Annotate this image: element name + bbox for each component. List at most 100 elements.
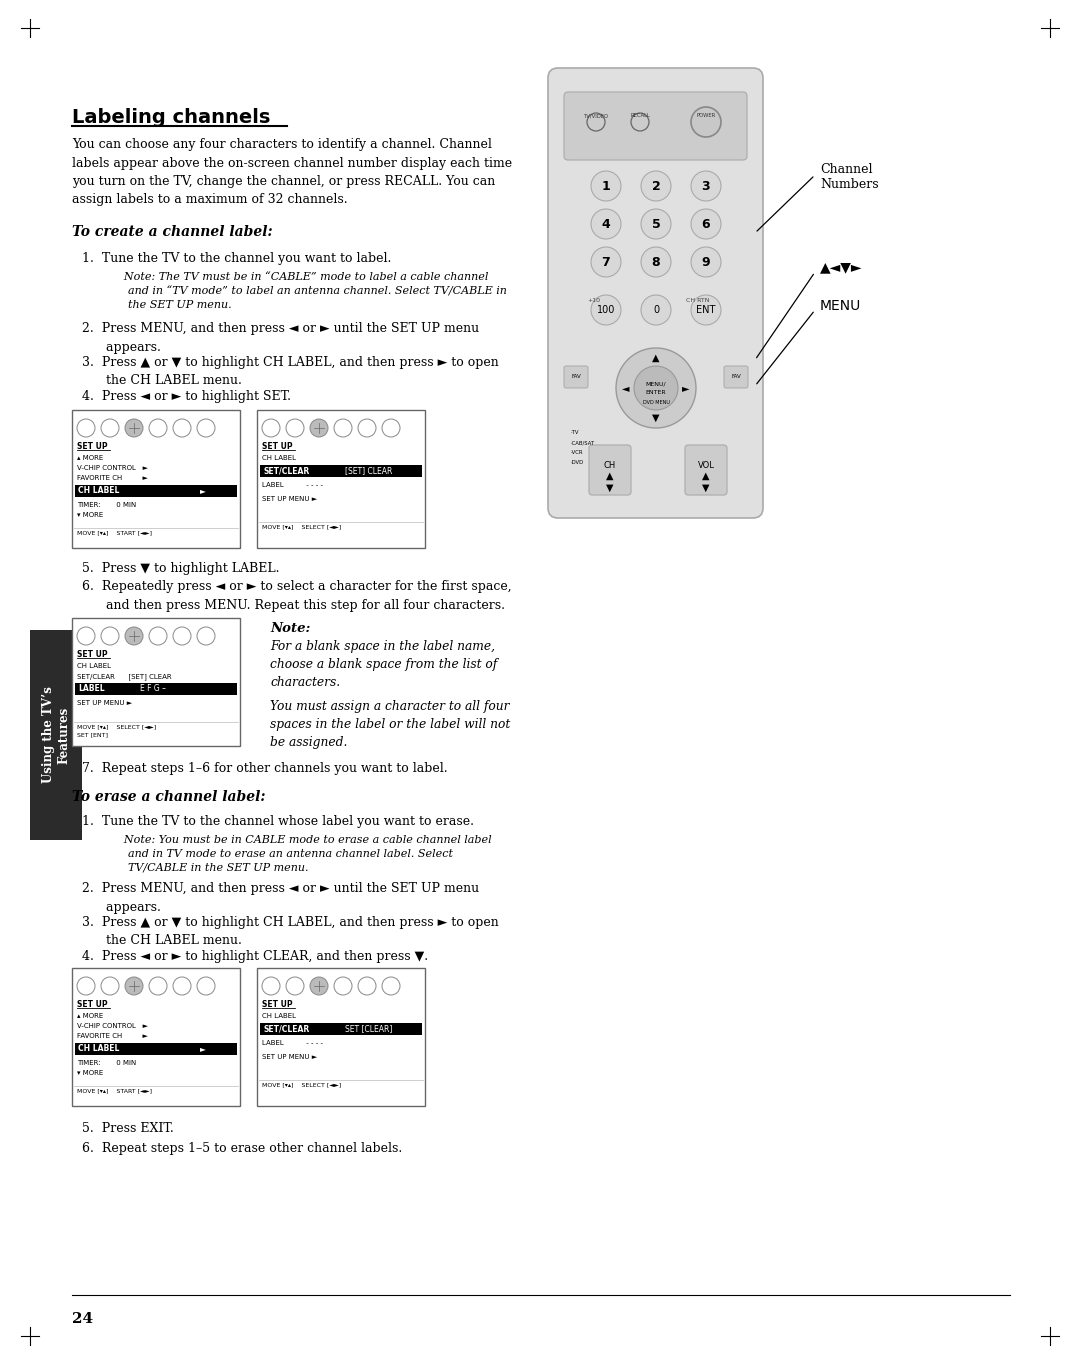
Text: ·CAB/SAT: ·CAB/SAT xyxy=(570,441,594,446)
Text: ▲: ▲ xyxy=(702,471,710,481)
Text: ▴ MORE: ▴ MORE xyxy=(77,1013,104,1019)
Circle shape xyxy=(591,170,621,201)
Circle shape xyxy=(310,419,328,436)
Text: To create a channel label:: To create a channel label: xyxy=(72,225,272,239)
Text: 5.  Press EXIT.: 5. Press EXIT. xyxy=(82,1123,174,1135)
Text: Note:: Note: xyxy=(270,622,310,636)
Text: ▲: ▲ xyxy=(606,471,613,481)
Circle shape xyxy=(125,977,143,994)
Text: FAV: FAV xyxy=(571,375,581,379)
Text: TIMER:       0 MIN: TIMER: 0 MIN xyxy=(77,1060,136,1067)
Text: RECALL: RECALL xyxy=(630,113,650,119)
Text: ▼: ▼ xyxy=(606,483,613,492)
Text: SET/CLEAR: SET/CLEAR xyxy=(264,1024,309,1033)
Text: ►: ► xyxy=(200,1043,206,1053)
FancyBboxPatch shape xyxy=(257,411,426,548)
FancyBboxPatch shape xyxy=(260,1023,422,1035)
Text: To erase a channel label:: To erase a channel label: xyxy=(72,790,266,803)
Text: CH: CH xyxy=(604,461,616,471)
Text: ·TV: ·TV xyxy=(570,431,579,435)
Text: 7.  Repeat steps 1–6 for other channels you want to label.: 7. Repeat steps 1–6 for other channels y… xyxy=(82,762,447,775)
Text: SET UP: SET UP xyxy=(262,1000,293,1009)
Text: 3.  Press ▲ or ▼ to highlight CH LABEL, and then press ► to open
      the CH LA: 3. Press ▲ or ▼ to highlight CH LABEL, a… xyxy=(82,917,499,948)
Text: MOVE [▾▴]    SELECT [◄►]: MOVE [▾▴] SELECT [◄►] xyxy=(77,724,157,728)
Text: ·DVD: ·DVD xyxy=(570,461,583,465)
Text: 7: 7 xyxy=(602,255,610,269)
Text: 2: 2 xyxy=(651,180,660,192)
Text: 5: 5 xyxy=(651,217,660,231)
Text: ►: ► xyxy=(200,486,206,495)
Text: ▲: ▲ xyxy=(652,353,660,363)
Text: MENU/: MENU/ xyxy=(646,382,666,386)
Text: +10: +10 xyxy=(588,299,600,304)
Text: SET/CLEAR      [SET] CLEAR: SET/CLEAR [SET] CLEAR xyxy=(77,672,172,679)
Circle shape xyxy=(310,977,328,994)
Text: ENT: ENT xyxy=(697,306,716,315)
Text: FAVORITE CH         ►: FAVORITE CH ► xyxy=(77,475,148,481)
Text: 1.  Tune the TV to the channel whose label you want to erase.: 1. Tune the TV to the channel whose labe… xyxy=(82,816,474,828)
Text: ►: ► xyxy=(683,383,690,393)
FancyBboxPatch shape xyxy=(548,68,762,518)
Text: FAV: FAV xyxy=(731,375,741,379)
FancyBboxPatch shape xyxy=(72,411,240,548)
Text: CH LABEL: CH LABEL xyxy=(77,663,111,668)
Circle shape xyxy=(634,366,678,411)
Text: ▲◄▼►: ▲◄▼► xyxy=(820,261,863,274)
Text: LABEL: LABEL xyxy=(78,683,105,693)
Circle shape xyxy=(591,247,621,277)
Text: TV/VIDEO: TV/VIDEO xyxy=(583,113,608,119)
Text: VOL: VOL xyxy=(698,461,715,471)
Text: SET UP MENU ►: SET UP MENU ► xyxy=(262,1054,318,1060)
Circle shape xyxy=(125,627,143,645)
FancyBboxPatch shape xyxy=(724,366,748,387)
Text: Labeling channels: Labeling channels xyxy=(72,108,270,127)
Text: V-CHIP CONTROL   ►: V-CHIP CONTROL ► xyxy=(77,1023,148,1028)
Text: CH RTN: CH RTN xyxy=(686,299,710,304)
Text: MOVE [▾▴]    SELECT [◄►]: MOVE [▾▴] SELECT [◄►] xyxy=(262,524,341,529)
Text: ▾ MORE: ▾ MORE xyxy=(77,512,104,518)
Circle shape xyxy=(642,295,671,325)
Text: 4.  Press ◄ or ► to highlight SET.: 4. Press ◄ or ► to highlight SET. xyxy=(82,390,291,402)
FancyBboxPatch shape xyxy=(257,968,426,1106)
Circle shape xyxy=(125,419,143,436)
Text: Note: The TV must be in “CABLE” mode to label a cable channel
      and in “TV m: Note: The TV must be in “CABLE” mode to … xyxy=(107,271,507,310)
Text: ▼: ▼ xyxy=(702,483,710,492)
Text: Channel
Numbers: Channel Numbers xyxy=(820,164,879,191)
Text: CH LABEL: CH LABEL xyxy=(78,1043,120,1053)
Circle shape xyxy=(691,106,721,136)
Circle shape xyxy=(591,295,621,325)
Text: LABEL          - - - -: LABEL - - - - xyxy=(262,481,323,488)
Text: 6.  Repeatedly press ◄ or ► to select a character for the first space,
      and: 6. Repeatedly press ◄ or ► to select a c… xyxy=(82,580,512,611)
FancyBboxPatch shape xyxy=(72,618,240,746)
FancyBboxPatch shape xyxy=(685,445,727,495)
Text: SET UP: SET UP xyxy=(77,442,108,451)
Text: POWER: POWER xyxy=(697,113,716,119)
Text: [SET] CLEAR: [SET] CLEAR xyxy=(345,466,392,475)
Text: Using the TV’s
Features: Using the TV’s Features xyxy=(42,686,70,783)
FancyBboxPatch shape xyxy=(589,445,631,495)
Text: 24: 24 xyxy=(72,1312,93,1326)
Text: SET [CLEAR]: SET [CLEAR] xyxy=(345,1024,392,1033)
Text: SET UP: SET UP xyxy=(77,1000,108,1009)
Circle shape xyxy=(691,295,721,325)
Circle shape xyxy=(691,247,721,277)
Circle shape xyxy=(591,209,621,239)
Text: SET UP MENU ►: SET UP MENU ► xyxy=(262,496,318,502)
Circle shape xyxy=(691,170,721,201)
FancyBboxPatch shape xyxy=(260,465,422,477)
Text: 6.  Repeat steps 1–5 to erase other channel labels.: 6. Repeat steps 1–5 to erase other chann… xyxy=(82,1142,402,1155)
FancyBboxPatch shape xyxy=(72,968,240,1106)
Circle shape xyxy=(616,348,696,428)
Text: CH LABEL: CH LABEL xyxy=(78,486,120,495)
Text: You must assign a character to all four
spaces in the label or the label will no: You must assign a character to all four … xyxy=(270,700,510,749)
Text: ▼: ▼ xyxy=(652,413,660,423)
Circle shape xyxy=(642,170,671,201)
Text: SET UP: SET UP xyxy=(262,442,293,451)
Text: ·VCR: ·VCR xyxy=(570,450,582,456)
Text: ▾ MORE: ▾ MORE xyxy=(77,1069,104,1076)
FancyBboxPatch shape xyxy=(75,486,237,496)
Circle shape xyxy=(642,209,671,239)
Text: 9: 9 xyxy=(702,255,711,269)
Text: 2.  Press MENU, and then press ◄ or ► until the SET UP menu
      appears.: 2. Press MENU, and then press ◄ or ► unt… xyxy=(82,883,480,914)
Text: 3.  Press ▲ or ▼ to highlight CH LABEL, and then press ► to open
      the CH LA: 3. Press ▲ or ▼ to highlight CH LABEL, a… xyxy=(82,356,499,387)
